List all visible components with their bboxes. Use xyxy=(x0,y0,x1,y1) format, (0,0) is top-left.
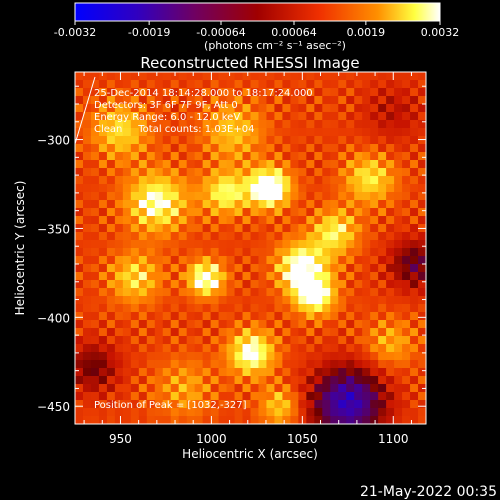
annotation-total-counts: Clean Total counts: 1.03E+04 xyxy=(94,124,254,135)
colorbar-tick-label: -0.0032 xyxy=(54,26,96,39)
y-axis-ticks: −300 −350 −400 −450 xyxy=(37,85,426,425)
x-axis-ticks: 950 1000 1050 1100 xyxy=(83,72,412,446)
y-axis-label: Heliocentric Y (arcsec) xyxy=(13,181,27,316)
colorbar-tick-label: -0.00064 xyxy=(196,26,245,39)
colorbar xyxy=(74,2,441,22)
footer-timestamp: 21-May-2022 00:35 xyxy=(360,484,497,500)
peak-position-label: Position of Peak = [1032,-327] xyxy=(94,400,247,411)
chart-title: Reconstructed RHESSI Image xyxy=(140,54,359,72)
colorbar-tick-label: -0.0019 xyxy=(128,26,170,39)
y-tick-label: −400 xyxy=(37,311,70,325)
y-tick-label: −300 xyxy=(37,134,70,148)
plot-frame xyxy=(74,71,427,425)
x-axis-label: Heliocentric X (arcsec) xyxy=(182,447,318,461)
x-tick-label: 1050 xyxy=(287,432,318,446)
y-tick-label: −350 xyxy=(37,222,70,236)
x-tick-label: 950 xyxy=(109,432,132,446)
annotation-detectors: Detectors: 3F 6F 7F 9F, Att 0 xyxy=(94,100,238,111)
colorbar-tick-label: 0.00064 xyxy=(271,26,317,39)
x-tick-label: 1000 xyxy=(196,432,227,446)
x-tick-label: 1100 xyxy=(378,432,409,446)
annotation-energy-range: Energy Range: 6.0 - 12.0 keV xyxy=(94,112,240,123)
colorbar-tick-label: 0.0019 xyxy=(347,26,386,39)
y-tick-label: −450 xyxy=(37,400,70,414)
colorbar-ticks: -0.0032 -0.0019 -0.00064 0.00064 0.0019 0.003… xyxy=(54,21,459,39)
annotation-block: 25-Dec-2014 18:14:28.000 to 18:17:24.000… xyxy=(94,88,313,411)
annotation-time-range: 25-Dec-2014 18:14:28.000 to 18:17:24.000 xyxy=(94,88,313,99)
heatmap-image xyxy=(75,72,426,424)
colorbar-tick-label: 0.0032 xyxy=(421,26,460,39)
colorbar-unit-label: (photons cm⁻² s⁻¹ asec⁻²) xyxy=(204,39,346,52)
limb-arc xyxy=(74,76,96,145)
